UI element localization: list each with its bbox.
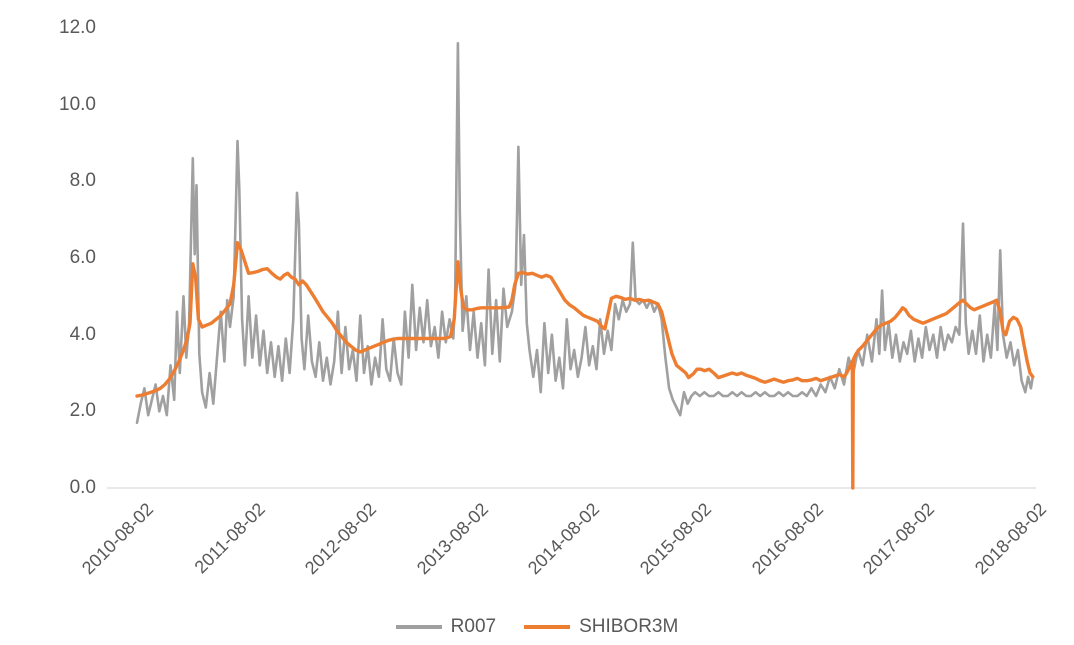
- series-line-r007: [135, 41, 1035, 425]
- series-lines: [135, 41, 1035, 490]
- legend-item-r007: R007: [395, 616, 497, 638]
- y-tick-label: 4.0: [69, 323, 96, 345]
- legend-label: R007: [450, 616, 497, 637]
- y-tick-label: 6.0: [69, 247, 96, 268]
- legend-label: SHIBOR3M: [579, 616, 679, 637]
- legend-item-shibor3m: SHIBOR3M: [524, 616, 678, 638]
- series-line-shibor3m: [135, 240, 1035, 490]
- y-tick-label: 2.0: [69, 400, 96, 422]
- legend-swatch-shibor3m: [524, 625, 571, 629]
- legend: R007 SHIBOR3M: [0, 616, 1074, 638]
- legend-swatch-r007: [395, 625, 442, 629]
- y-tick-label: 8.0: [69, 170, 96, 192]
- y-tick-label: 0.0: [69, 477, 96, 498]
- y-tick-label: 10.0: [59, 93, 96, 115]
- y-tick-label: 12.0: [59, 17, 96, 38]
